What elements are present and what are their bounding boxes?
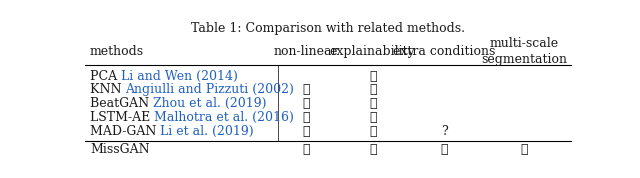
Text: explainability: explainability — [330, 45, 415, 58]
Text: PCA: PCA — [90, 70, 121, 83]
Text: multi-scale
segmentation: multi-scale segmentation — [481, 37, 567, 66]
Text: ✓: ✓ — [302, 111, 309, 124]
Text: BeatGAN: BeatGAN — [90, 97, 153, 110]
Text: ?: ? — [441, 124, 448, 138]
Text: Table 1: Comparison with related methods.: Table 1: Comparison with related methods… — [191, 22, 465, 35]
Text: ✓: ✓ — [441, 143, 448, 156]
Text: KNN: KNN — [90, 83, 125, 96]
Text: ✓: ✓ — [369, 111, 376, 124]
Text: LSTM-AE: LSTM-AE — [90, 111, 154, 124]
Text: Zhou et al. (2019): Zhou et al. (2019) — [153, 97, 266, 110]
Text: ✓: ✓ — [302, 83, 309, 96]
Text: ✓: ✓ — [369, 83, 376, 96]
Text: non-linear: non-linear — [273, 45, 338, 58]
Text: methods: methods — [90, 45, 144, 58]
Text: ✓: ✓ — [302, 124, 309, 138]
Text: Li and Wen (2014): Li and Wen (2014) — [121, 70, 238, 83]
Text: Angiulli and Pizzuti (2002): Angiulli and Pizzuti (2002) — [125, 83, 294, 96]
Text: ✓: ✓ — [369, 70, 376, 83]
Text: Malhotra et al. (2016): Malhotra et al. (2016) — [154, 111, 294, 124]
Text: ✓: ✓ — [302, 143, 309, 156]
Text: ✓: ✓ — [520, 143, 527, 156]
Text: extra conditions: extra conditions — [394, 45, 496, 58]
Text: ✓: ✓ — [369, 97, 376, 110]
Text: ✓: ✓ — [369, 124, 376, 138]
Text: Li et al. (2019): Li et al. (2019) — [160, 124, 254, 138]
Text: MissGAN: MissGAN — [90, 143, 150, 156]
Text: ✓: ✓ — [302, 97, 309, 110]
Text: ✓: ✓ — [369, 143, 376, 156]
Text: MAD-GAN: MAD-GAN — [90, 124, 160, 138]
